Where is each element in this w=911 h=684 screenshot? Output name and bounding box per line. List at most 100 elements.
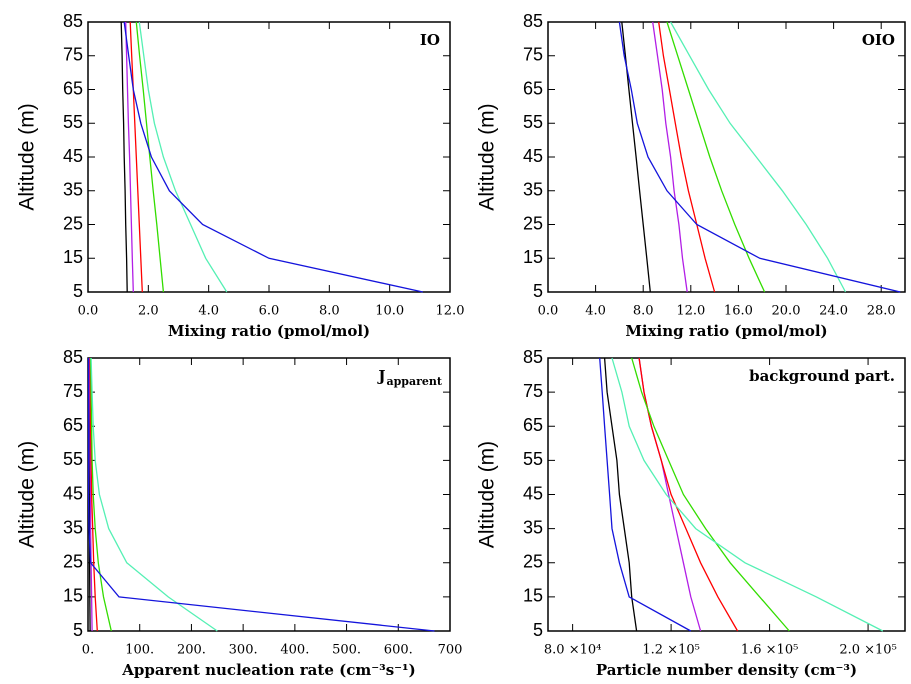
data-line xyxy=(138,21,228,293)
chart-title: IO xyxy=(420,31,440,49)
chart-title: background part. xyxy=(749,367,895,385)
x-tick-label: 24.0 xyxy=(819,304,848,319)
y-tick-label: 25 xyxy=(523,213,543,233)
y-tick-label: 65 xyxy=(63,78,83,98)
x-axis-label: Apparent nucleation rate (cm⁻³s⁻¹) xyxy=(121,661,415,679)
chart-title: J xyxy=(376,367,385,385)
x-tick-label: 6.0 xyxy=(259,304,280,319)
y-tick-label: 25 xyxy=(63,213,83,233)
x-axis-label: Particle number density (cm⁻³) xyxy=(596,661,857,679)
data-line xyxy=(135,21,165,293)
data-line xyxy=(611,357,884,632)
x-tick-label: 8.0 xyxy=(319,304,340,319)
y-tick-label: 75 xyxy=(523,381,543,401)
y-tick-label: 55 xyxy=(523,449,543,469)
y-axis-label: Altitude (m) xyxy=(16,103,39,210)
chart-title: OIO xyxy=(862,31,895,49)
y-tick-label: 75 xyxy=(523,45,543,65)
x-tick-label: 16.0 xyxy=(724,304,753,319)
y-tick-label: 75 xyxy=(63,45,83,65)
y-tick-label: 85 xyxy=(523,11,543,31)
data-line xyxy=(631,357,790,632)
x-tick-label: 0. xyxy=(82,643,94,658)
x-tick-label: 4.0 xyxy=(198,304,219,319)
y-tick-label: 85 xyxy=(63,347,83,367)
y-tick-label: 85 xyxy=(523,347,543,367)
y-tick-label: 85 xyxy=(63,11,83,31)
y-tick-label: 5 xyxy=(533,281,543,301)
x-tick-label: 400. xyxy=(280,643,309,658)
x-tick-label: 100. xyxy=(125,643,154,658)
data-line xyxy=(638,357,739,632)
x-tick-label: 600. xyxy=(384,643,413,658)
y-axis-label: Altitude (m) xyxy=(476,103,499,210)
x-tick-label: 0.0 xyxy=(78,304,99,319)
y-tick-label: 35 xyxy=(523,180,543,200)
x-tick-label: 1.6 ×10⁵ xyxy=(741,643,798,658)
data-line xyxy=(652,21,688,293)
y-tick-label: 55 xyxy=(63,112,83,132)
x-tick-label: 8.0 ×10⁴ xyxy=(544,643,601,658)
y-tick-label: 55 xyxy=(523,112,543,132)
x-tick-label: 200. xyxy=(177,643,206,658)
y-tick-label: 35 xyxy=(63,517,83,537)
data-line xyxy=(89,357,112,632)
x-tick-label: 2.0 ×10⁵ xyxy=(839,643,896,658)
y-tick-label: 45 xyxy=(63,483,83,503)
y-tick-label: 45 xyxy=(63,146,83,166)
y-tick-label: 25 xyxy=(63,552,83,572)
y-tick-label: 55 xyxy=(63,449,83,469)
x-axis-label: Mixing ratio (pmol/mol) xyxy=(625,322,827,340)
data-line xyxy=(87,358,435,632)
y-tick-label: 5 xyxy=(533,620,543,640)
data-line xyxy=(670,21,847,293)
x-tick-label: 4.0 xyxy=(585,304,606,319)
chart-title-subscript: apparent xyxy=(386,375,442,388)
x-axis-label: Mixing ratio (pmol/mol) xyxy=(168,322,370,340)
y-tick-label: 15 xyxy=(523,247,543,267)
plot-frame xyxy=(87,21,451,293)
data-line xyxy=(89,357,98,632)
data-line xyxy=(125,21,134,293)
plot-frame xyxy=(547,357,906,632)
x-tick-label: 300. xyxy=(229,643,258,658)
x-tick-label: 10.0 xyxy=(375,304,404,319)
data-line xyxy=(658,21,716,293)
data-line xyxy=(599,357,692,632)
y-tick-label: 35 xyxy=(63,180,83,200)
y-tick-label: 15 xyxy=(523,586,543,606)
y-tick-label: 35 xyxy=(523,517,543,537)
y-tick-label: 75 xyxy=(63,381,83,401)
data-line xyxy=(120,21,128,293)
plot-frame xyxy=(547,21,906,293)
data-line xyxy=(666,21,766,293)
x-tick-label: 0.0 xyxy=(538,304,559,319)
y-tick-label: 45 xyxy=(523,483,543,503)
y-tick-label: 65 xyxy=(63,415,83,435)
data-line xyxy=(618,21,901,293)
x-tick-label: 500. xyxy=(332,643,361,658)
y-tick-label: 65 xyxy=(523,78,543,98)
x-tick-label: 8.0 xyxy=(633,304,654,319)
x-tick-label: 2.0 xyxy=(138,304,159,319)
y-tick-label: 5 xyxy=(73,281,83,301)
y-tick-label: 15 xyxy=(63,586,83,606)
data-line xyxy=(603,357,638,632)
x-tick-label: 12.0 xyxy=(676,304,705,319)
plot-frame xyxy=(87,357,451,632)
y-tick-label: 15 xyxy=(63,247,83,267)
data-line xyxy=(638,357,702,632)
data-line xyxy=(123,21,423,293)
data-line xyxy=(129,21,143,293)
x-tick-label: 20.0 xyxy=(772,304,801,319)
y-tick-label: 25 xyxy=(523,552,543,572)
x-tick-label: 12.0 xyxy=(436,304,465,319)
x-tick-label: 28.0 xyxy=(867,304,896,319)
y-tick-label: 5 xyxy=(73,620,83,640)
y-tick-label: 45 xyxy=(523,146,543,166)
x-tick-label: 700 xyxy=(438,643,463,658)
data-line xyxy=(90,357,218,632)
y-tick-label: 65 xyxy=(523,415,543,435)
y-axis-label: Altitude (m) xyxy=(16,441,39,548)
